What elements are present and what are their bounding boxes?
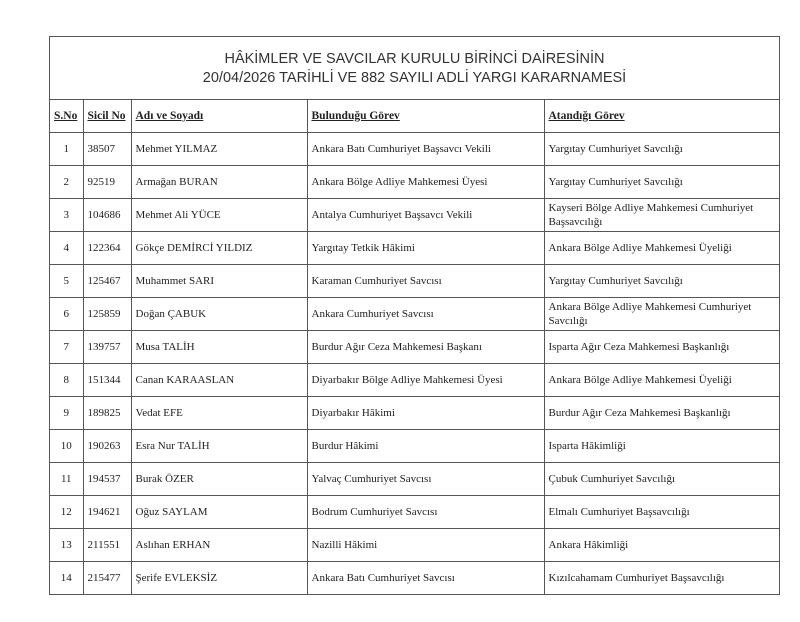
header-assigned-post: Atandığı Görev (543, 100, 779, 133)
cell-name: Mehmet Ali YÜCE (130, 198, 308, 232)
header-sno: S.No (50, 100, 84, 133)
cell-current-post: Bodrum Cumhuriyet Savcısı (306, 495, 545, 529)
cell-name: Oğuz SAYLAM (130, 495, 308, 529)
cell-sno: 11 (50, 462, 84, 496)
appointments-table: S.No Sicil No Adı ve Soyadı Bulunduğu Gö… (50, 100, 779, 594)
cell-current-post: Antalya Cumhuriyet Başsavcı Vekili (306, 198, 545, 232)
cell-sicil: 139757 (82, 330, 132, 364)
cell-sno: 1 (50, 132, 84, 166)
cell-assigned-post: Ankara Bölge Adliye Mahkemesi Üyeliği (543, 231, 779, 265)
cell-name: Şerife EVLEKSİZ (130, 561, 308, 594)
cell-name: Gökçe DEMİRCİ YILDIZ (130, 231, 308, 265)
cell-sno: 8 (50, 363, 84, 397)
table-row: 11 194537 Burak ÖZER Yalvaç Cumhuriyet Savc… (50, 462, 779, 496)
cell-assigned-post: Elmalı Cumhuriyet Başsavcılığı (543, 495, 779, 529)
cell-current-post: Yargıtay Tetkik Hâkimi (306, 231, 545, 265)
title-line-1: HÂKİMLER VE SAVCILAR KURULU BİRİNCİ DAİR… (224, 51, 605, 67)
cell-name: Musa TALİH (130, 330, 308, 364)
header-current-post: Bulunduğu Görev (306, 100, 545, 133)
table-row: 4 122364 Gökçe DEMİRCİ YILDIZ Yargıtay Tetk… (50, 231, 779, 265)
decree-document: HÂKİMLER VE SAVCILAR KURULU BİRİNCİ DAİR… (49, 36, 780, 595)
cell-current-post: Yalvaç Cumhuriyet Savcısı (306, 462, 545, 496)
cell-assigned-post: Kızılcahamam Cumhuriyet Başsavcılığı (543, 561, 779, 594)
table-row: 9 189825 Vedat EFE Diyarbakır Hâkimi Burdur … (50, 396, 779, 430)
table-row: 13 211551 Aslıhan ERHAN Nazilli Hâkimi Ankar… (50, 528, 779, 562)
cell-assigned-post: Yargıtay Cumhuriyet Savcılığı (543, 132, 779, 166)
table-row: 5 125467 Muhammet SARI Karaman Cumhuriyet S… (50, 264, 779, 298)
cell-sicil: 104686 (82, 198, 132, 232)
cell-sicil: 194537 (82, 462, 132, 496)
cell-sno: 12 (50, 495, 84, 529)
cell-assigned-post: Isparta Hâkimliği (543, 429, 779, 463)
cell-assigned-post: Ankara Hâkimliği (543, 528, 779, 562)
cell-name: Aslıhan ERHAN (130, 528, 308, 562)
table-row: 3 104686 Mehmet Ali YÜCE Antalya Cumhuriyet… (50, 198, 779, 232)
table-row: 2 92519 Armağan BURAN Ankara Bölge Adliye M… (50, 165, 779, 199)
cell-sno: 10 (50, 429, 84, 463)
cell-current-post: Ankara Batı Cumhuriyet Savcısı (306, 561, 545, 594)
title-line-2: 20/04/2026 TARİHLİ VE 882 SAYILI ADLİ YA… (202, 70, 627, 86)
cell-sno: 5 (50, 264, 84, 298)
cell-name: Muhammet SARI (130, 264, 308, 298)
cell-assigned-post: Çubuk Cumhuriyet Savcılığı (543, 462, 779, 496)
cell-assigned-post: Ankara Bölge Adliye Mahkemesi Üyeliği (543, 363, 779, 397)
cell-assigned-post: Kayseri Bölge Adliye Mahkemesi Cumhuriye… (543, 198, 779, 232)
cell-current-post: Nazilli Hâkimi (306, 528, 545, 562)
cell-sno: 3 (50, 198, 84, 232)
cell-sno: 2 (50, 165, 84, 199)
cell-assigned-post: Yargıtay Cumhuriyet Savcılığı (543, 264, 779, 298)
cell-sno: 4 (50, 231, 84, 265)
table-row: 12 194621 Oğuz SAYLAM Bodrum Cumhuriyet Sav… (50, 495, 779, 529)
cell-name: Burak ÖZER (130, 462, 308, 496)
cell-current-post: Diyarbakır Bölge Adliye Mahkemesi Üyesi (306, 363, 545, 397)
cell-sno: 6 (50, 297, 84, 331)
table-row: 6 125859 Doğan ÇABUK Ankara Cumhuriyet Savc… (50, 297, 779, 331)
cell-name: Esra Nur TALİH (130, 429, 308, 463)
cell-name: Doğan ÇABUK (130, 297, 308, 331)
cell-sno: 14 (50, 561, 84, 594)
cell-sicil: 215477 (82, 561, 132, 594)
cell-sno: 7 (50, 330, 84, 364)
table-row: 10 190263 Esra Nur TALİH Burdur Hâkimi Ispar… (50, 429, 779, 463)
document-title: HÂKİMLER VE SAVCILAR KURULU BİRİNCİ DAİR… (50, 37, 779, 100)
cell-current-post: Karaman Cumhuriyet Savcısı (306, 264, 545, 298)
cell-sno: 9 (50, 396, 84, 430)
cell-sicil: 125859 (82, 297, 132, 331)
table-row: 7 139757 Musa TALİH Burdur Ağır Ceza Mahkem… (50, 330, 779, 364)
cell-name: Vedat EFE (130, 396, 308, 430)
cell-current-post: Burdur Ağır Ceza Mahkemesi Başkanı (306, 330, 545, 364)
cell-assigned-post: Isparta Ağır Ceza Mahkemesi Başkanlığı (543, 330, 779, 364)
cell-sno: 13 (50, 528, 84, 562)
table-row: 8 151344 Canan KARAASLAN Diyarbakır Bölge A… (50, 363, 779, 397)
cell-name: Armağan BURAN (130, 165, 308, 199)
cell-sicil: 194621 (82, 495, 132, 529)
cell-assigned-post: Yargıtay Cumhuriyet Savcılığı (543, 165, 779, 199)
table-header-row: S.No Sicil No Adı ve Soyadı Bulunduğu Gö… (50, 100, 779, 133)
cell-assigned-post: Burdur Ağır Ceza Mahkemesi Başkanlığı (543, 396, 779, 430)
cell-current-post: Ankara Batı Cumhuriyet Başsavcı Vekili (306, 132, 545, 166)
cell-name: Canan KARAASLAN (130, 363, 308, 397)
table-row: 1 38507 Mehmet YILMAZ Ankara Batı Cumhuriye… (50, 132, 779, 166)
cell-sicil: 211551 (82, 528, 132, 562)
cell-assigned-post: Ankara Bölge Adliye Mahkemesi Cumhuriyet… (543, 297, 779, 331)
cell-sicil: 190263 (82, 429, 132, 463)
cell-current-post: Ankara Bölge Adliye Mahkemesi Üyesi (306, 165, 545, 199)
cell-name: Mehmet YILMAZ (130, 132, 308, 166)
cell-sicil: 151344 (82, 363, 132, 397)
cell-sicil: 38507 (82, 132, 132, 166)
cell-sicil: 92519 (82, 165, 132, 199)
header-name: Adı ve Soyadı (130, 100, 308, 133)
cell-sicil: 125467 (82, 264, 132, 298)
cell-sicil: 189825 (82, 396, 132, 430)
cell-current-post: Diyarbakır Hâkimi (306, 396, 545, 430)
table-row: 14 215477 Şerife EVLEKSİZ Ankara Batı Cumhu… (50, 561, 779, 594)
cell-current-post: Burdur Hâkimi (306, 429, 545, 463)
header-sicil: Sicil No (82, 100, 132, 133)
cell-current-post: Ankara Cumhuriyet Savcısı (306, 297, 545, 331)
cell-sicil: 122364 (82, 231, 132, 265)
